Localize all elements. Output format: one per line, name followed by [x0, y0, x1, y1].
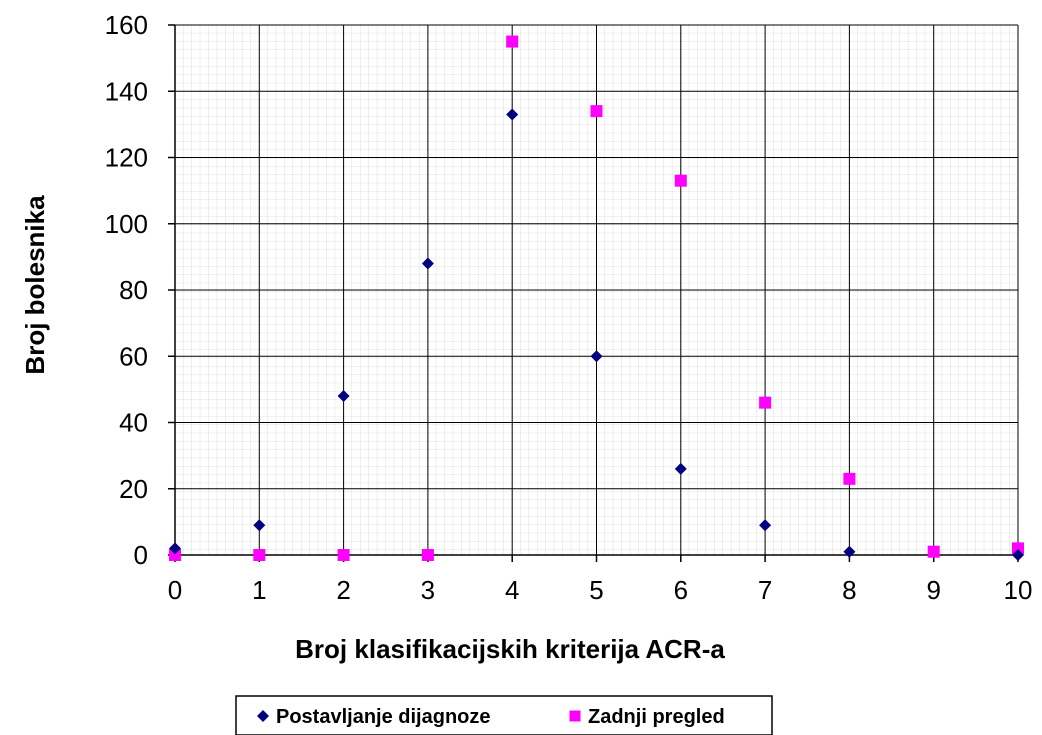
x-tick-label: 6: [674, 575, 688, 605]
x-tick-label: 7: [758, 575, 772, 605]
data-point-zadnji-pregled: [506, 35, 519, 48]
y-tick-label: 60: [119, 341, 148, 371]
y-tick-label: 120: [105, 143, 148, 173]
data-point-postavljanje-dijagnoze: [337, 390, 350, 402]
legend-label: Postavljanje dijagnoze: [276, 706, 491, 728]
x-tick-label: 5: [589, 575, 603, 605]
x-tick-label: 9: [926, 575, 940, 605]
data-point-zadnji-pregled: [590, 105, 603, 118]
data-point-postavljanje-dijagnoze: [674, 462, 687, 475]
x-axis-title: Broj klasifikacijskih kriterija ACR-a: [295, 634, 725, 664]
y-tick-label: 20: [119, 474, 148, 504]
x-tick-label: 2: [336, 575, 350, 605]
data-point-postavljanje-dijagnoze: [843, 545, 856, 558]
data-point-zadnji-pregled: [1012, 542, 1024, 555]
x-tick-label: 0: [168, 575, 182, 605]
data-point-postavljanje-dijagnoze: [506, 108, 519, 121]
data-point-zadnji-pregled: [169, 549, 181, 561]
y-tick-label: 80: [119, 275, 148, 305]
data-point-postavljanje-dijagnoze: [1012, 549, 1024, 561]
x-tick-label: 3: [421, 575, 435, 605]
legend: Postavljanje dijagnoze Zadnji pregled: [235, 695, 773, 735]
data-point-postavljanje-dijagnoze: [759, 519, 772, 532]
data-point-postavljanje-dijagnoze: [421, 257, 434, 270]
data-point-postavljanje-dijagnoze: [590, 350, 603, 363]
legend-diamond-marker: [257, 710, 269, 722]
y-tick-label: 40: [119, 408, 148, 438]
data-point-zadnji-pregled: [674, 174, 687, 187]
y-tick-label: 0: [134, 540, 148, 570]
data-point-zadnji-pregled: [759, 396, 772, 409]
x-tick-label: 4: [505, 575, 519, 605]
data-point-postavljanje-dijagnoze: [169, 542, 181, 555]
data-points: [169, 35, 1024, 561]
x-tick-label: 8: [842, 575, 856, 605]
x-tick-label: 1: [252, 575, 266, 605]
y-axis-title: Broj bolesnika: [20, 195, 50, 375]
data-point-zadnji-pregled: [843, 472, 856, 485]
data-point-zadnji-pregled: [927, 545, 940, 558]
legend-square-marker: [569, 710, 581, 722]
data-point-zadnji-pregled: [421, 549, 434, 561]
y-tick-label: 100: [105, 209, 148, 239]
legend-box: [235, 695, 773, 735]
y-tick-label: 140: [105, 76, 148, 106]
legend-label: Zadnji pregled: [588, 706, 725, 728]
y-tick-labels: 0 20 40 60 80 100 120 140 160: [105, 10, 148, 570]
data-point-zadnji-pregled: [253, 549, 266, 561]
x-tick-labels: 0 1 2 3 4 5 6 7 8 9 10: [168, 575, 1033, 605]
x-tick-label: 10: [1004, 575, 1033, 605]
data-point-zadnji-pregled: [337, 549, 350, 561]
data-point-postavljanje-dijagnoze: [253, 519, 266, 532]
y-tick-label: 160: [105, 10, 148, 40]
